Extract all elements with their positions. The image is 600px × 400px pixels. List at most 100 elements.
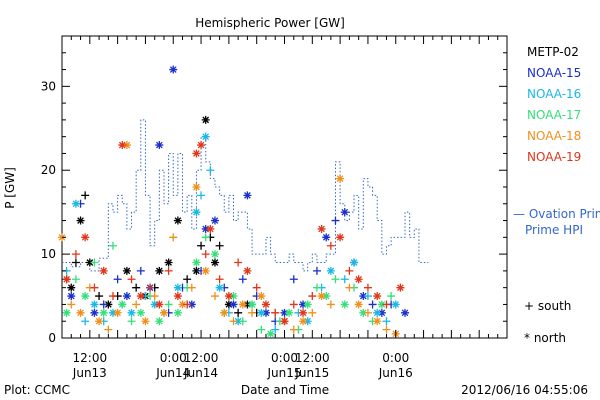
data-point bbox=[354, 300, 363, 309]
y-tick-label: 0 bbox=[48, 331, 56, 345]
data-point bbox=[118, 141, 127, 150]
data-point bbox=[146, 283, 155, 292]
data-point bbox=[62, 308, 71, 317]
data-point bbox=[90, 258, 99, 267]
data-point bbox=[169, 233, 178, 242]
legend-entry: METP-02 bbox=[527, 45, 579, 59]
y-tick-label: 10 bbox=[41, 247, 56, 261]
data-point bbox=[164, 258, 173, 267]
x-tick-sublabel: Jun13 bbox=[72, 366, 107, 380]
data-point bbox=[234, 258, 243, 267]
data-point bbox=[280, 317, 289, 326]
data-point bbox=[248, 300, 257, 309]
data-point bbox=[192, 266, 201, 275]
data-point bbox=[132, 300, 141, 309]
footer-plot-credit: Plot: CCMC bbox=[4, 383, 70, 397]
data-point bbox=[197, 241, 206, 250]
data-point bbox=[243, 191, 252, 200]
legend-entry: NOAA-15 bbox=[527, 66, 581, 80]
x-tick-sublabel: Jun14 bbox=[183, 366, 218, 380]
data-point bbox=[192, 258, 201, 267]
data-point bbox=[81, 191, 90, 200]
data-point bbox=[132, 283, 141, 292]
marker-legend-entry: + south bbox=[524, 299, 571, 313]
data-point bbox=[215, 283, 224, 292]
data-point bbox=[340, 275, 349, 284]
data-point bbox=[391, 300, 400, 309]
data-point bbox=[271, 308, 280, 317]
data-point bbox=[201, 224, 210, 233]
data-point bbox=[127, 275, 136, 284]
data-point bbox=[261, 300, 270, 309]
legend: METP-02 NOAA-15 NOAA-16 NOAA-17 NOAA-18 NOAA-… bbox=[527, 45, 581, 164]
series-noaa-18 bbox=[58, 141, 400, 338]
data-point bbox=[104, 325, 113, 334]
data-point bbox=[210, 292, 219, 301]
data-point bbox=[150, 292, 159, 301]
data-point bbox=[122, 266, 131, 275]
legend-entry: NOAA-17 bbox=[527, 108, 581, 122]
data-point bbox=[229, 292, 238, 301]
data-point bbox=[122, 292, 131, 301]
ovation-legend-label-2: Prime HPI bbox=[525, 223, 583, 237]
data-point bbox=[118, 300, 127, 309]
legend-entry: NOAA-16 bbox=[527, 87, 581, 101]
data-point bbox=[224, 300, 233, 309]
data-point bbox=[382, 300, 391, 309]
data-point bbox=[220, 308, 229, 317]
data-point bbox=[187, 283, 196, 292]
data-point bbox=[150, 300, 159, 309]
data-point bbox=[155, 300, 164, 309]
data-point bbox=[90, 300, 99, 309]
data-point bbox=[81, 317, 90, 326]
data-point bbox=[234, 317, 243, 326]
x-tick-sublabel: Jun15 bbox=[266, 366, 301, 380]
data-point bbox=[67, 292, 76, 301]
data-point bbox=[312, 283, 321, 292]
data-point bbox=[127, 317, 136, 326]
data-point bbox=[317, 224, 326, 233]
legend-entry: NOAA-19 bbox=[527, 150, 581, 164]
marker-legend-entry: * north bbox=[524, 331, 566, 345]
legend-entry: NOAA-18 bbox=[527, 129, 581, 143]
data-point bbox=[340, 208, 349, 217]
data-point bbox=[90, 283, 99, 292]
data-point bbox=[387, 292, 396, 301]
data-point bbox=[303, 300, 312, 309]
x-tick-label: 0:00 bbox=[160, 351, 187, 365]
data-point bbox=[354, 275, 363, 284]
data-point bbox=[113, 275, 122, 284]
data-point bbox=[173, 308, 182, 317]
data-point bbox=[331, 275, 340, 284]
data-point bbox=[238, 300, 247, 309]
data-point bbox=[201, 233, 210, 242]
chart-title: Hemispheric Power [GW] bbox=[195, 16, 345, 30]
x-tick-label: 12:00 bbox=[73, 351, 108, 365]
marker-legend: + south * north bbox=[524, 299, 571, 345]
data-point bbox=[173, 216, 182, 225]
ovation-series bbox=[62, 119, 429, 272]
y-tick-label: 30 bbox=[41, 79, 56, 93]
data-point bbox=[312, 266, 321, 275]
data-point bbox=[317, 292, 326, 301]
data-point bbox=[90, 308, 99, 317]
series-noaa-19 bbox=[62, 141, 405, 326]
data-point bbox=[169, 65, 178, 74]
data-point bbox=[377, 300, 386, 309]
y-tick-label: 20 bbox=[41, 163, 56, 177]
data-point bbox=[155, 266, 164, 275]
x-axis-label: Date and Time bbox=[241, 383, 329, 397]
data-point bbox=[85, 258, 94, 267]
data-point bbox=[210, 216, 219, 225]
data-point bbox=[201, 132, 210, 141]
data-point bbox=[67, 300, 76, 309]
data-point bbox=[108, 241, 117, 250]
data-point bbox=[99, 308, 108, 317]
data-point bbox=[373, 317, 382, 326]
data-point bbox=[257, 308, 266, 317]
x-tick-label: 12:00 bbox=[295, 351, 330, 365]
data-point bbox=[62, 275, 71, 284]
data-point bbox=[322, 233, 331, 242]
data-point bbox=[401, 308, 410, 317]
